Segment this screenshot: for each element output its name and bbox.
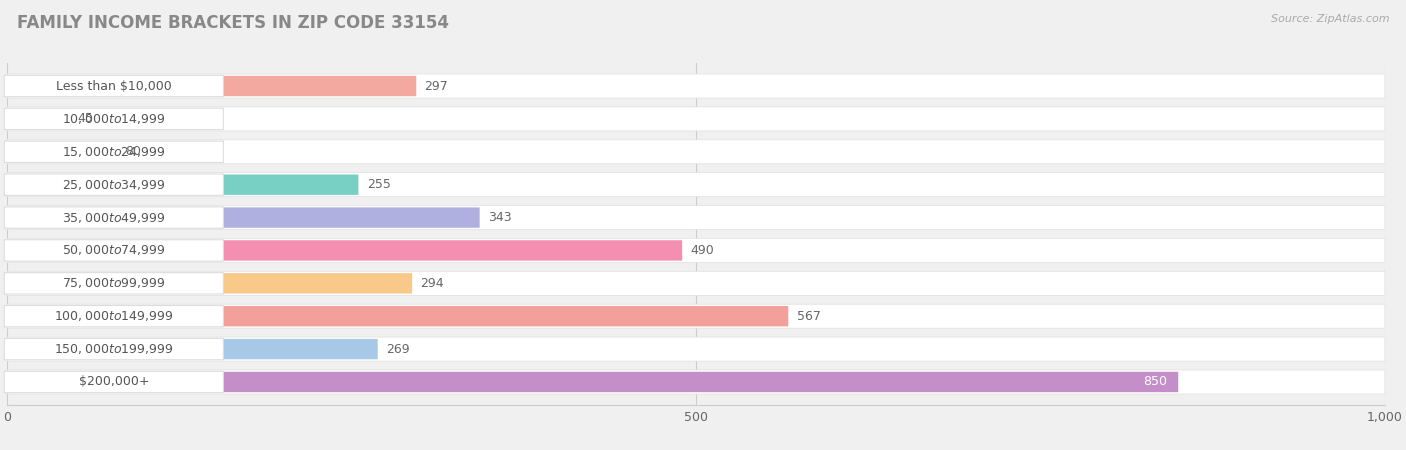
FancyBboxPatch shape [7,304,1385,328]
FancyBboxPatch shape [7,370,1385,394]
Text: $50,000 to $74,999: $50,000 to $74,999 [62,243,166,257]
Text: 80: 80 [125,145,142,158]
Text: $100,000 to $149,999: $100,000 to $149,999 [53,309,173,323]
Text: $25,000 to $34,999: $25,000 to $34,999 [62,178,166,192]
FancyBboxPatch shape [7,306,789,326]
FancyBboxPatch shape [4,141,224,162]
Text: $200,000+: $200,000+ [79,375,149,388]
FancyBboxPatch shape [7,207,479,228]
FancyBboxPatch shape [7,107,1385,131]
Text: $15,000 to $24,999: $15,000 to $24,999 [62,145,166,159]
FancyBboxPatch shape [7,240,682,261]
Text: 850: 850 [1143,375,1167,388]
FancyBboxPatch shape [7,271,1385,295]
Text: FAMILY INCOME BRACKETS IN ZIP CODE 33154: FAMILY INCOME BRACKETS IN ZIP CODE 33154 [17,14,449,32]
FancyBboxPatch shape [7,76,416,96]
FancyBboxPatch shape [7,175,359,195]
FancyBboxPatch shape [4,240,224,261]
FancyBboxPatch shape [7,109,69,129]
FancyBboxPatch shape [4,306,224,327]
FancyBboxPatch shape [7,173,1385,197]
Text: $150,000 to $199,999: $150,000 to $199,999 [53,342,173,356]
FancyBboxPatch shape [4,108,224,130]
FancyBboxPatch shape [7,372,1178,392]
FancyBboxPatch shape [4,371,224,393]
FancyBboxPatch shape [7,337,1385,361]
Text: 490: 490 [690,244,714,257]
FancyBboxPatch shape [7,238,1385,262]
FancyBboxPatch shape [7,206,1385,230]
Text: 255: 255 [367,178,391,191]
Text: $75,000 to $99,999: $75,000 to $99,999 [62,276,166,290]
FancyBboxPatch shape [7,273,412,293]
Text: 294: 294 [420,277,444,290]
FancyBboxPatch shape [4,75,224,97]
Text: 297: 297 [425,80,449,93]
FancyBboxPatch shape [7,339,378,359]
FancyBboxPatch shape [4,273,224,294]
FancyBboxPatch shape [7,140,1385,164]
FancyBboxPatch shape [4,174,224,195]
FancyBboxPatch shape [4,338,224,360]
Text: 45: 45 [77,112,93,126]
Text: Less than $10,000: Less than $10,000 [56,80,172,93]
Text: Source: ZipAtlas.com: Source: ZipAtlas.com [1271,14,1389,23]
FancyBboxPatch shape [4,207,224,228]
Text: $10,000 to $14,999: $10,000 to $14,999 [62,112,166,126]
Text: 343: 343 [488,211,512,224]
Text: 567: 567 [797,310,821,323]
Text: $35,000 to $49,999: $35,000 to $49,999 [62,211,166,225]
FancyBboxPatch shape [7,142,117,162]
Text: 269: 269 [387,342,409,356]
FancyBboxPatch shape [7,74,1385,98]
